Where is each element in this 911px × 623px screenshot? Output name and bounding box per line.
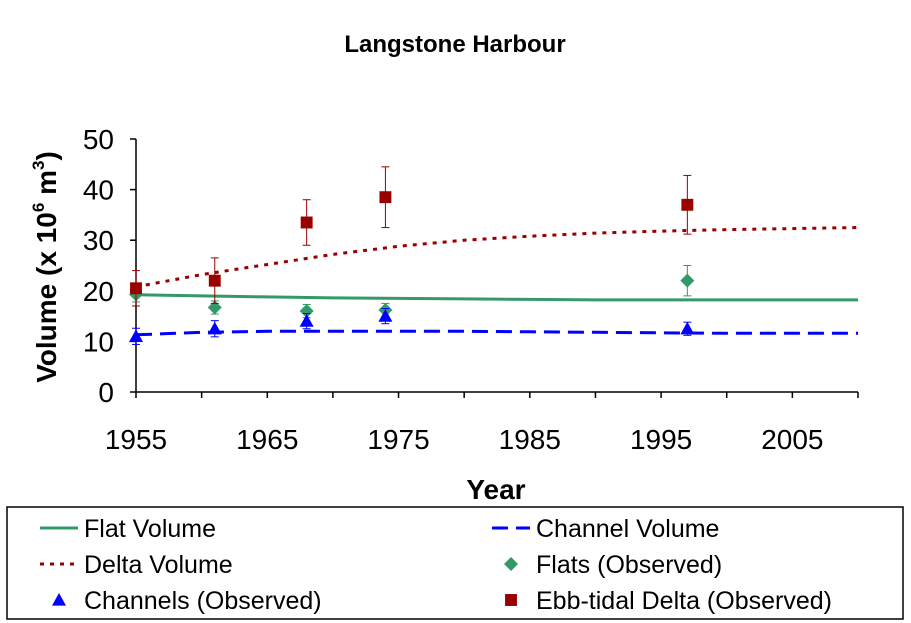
- x-tick-label: 1985: [499, 424, 561, 455]
- y-axis-label: Volume (x 106 m3): [29, 151, 62, 383]
- y-tick-label: 40: [83, 175, 114, 206]
- y-tick-label: 20: [83, 276, 114, 307]
- data-point-channels-observed: [680, 321, 695, 335]
- chart-title: Langstone Harbour: [344, 31, 565, 58]
- data-point-flats-observed: [207, 300, 222, 315]
- data-point-flats-observed: [680, 273, 695, 288]
- y-tick-label: 10: [83, 326, 114, 357]
- legend-label-flats-observed: Flats (Observed): [536, 551, 722, 579]
- x-tick-label: 1965: [236, 424, 298, 455]
- data-point-channels-observed: [129, 329, 143, 342]
- x-tick-label: 1975: [367, 424, 429, 455]
- legend-marker-ebb-tidal-delta-observed: [505, 594, 517, 606]
- y-axis-label-mid: m: [31, 170, 62, 203]
- series-line-channel-volume: [135, 329, 858, 337]
- legend-marker-flats-observed: [504, 557, 518, 571]
- y-tick-label: 30: [83, 225, 114, 256]
- legend-label-ebb-tidal-delta-observed: Ebb-tidal Delta (Observed): [536, 587, 832, 615]
- y-tick-label: 50: [83, 124, 114, 155]
- x-tick-label: 1955: [105, 424, 167, 455]
- y-axis-label-exp1: 6: [29, 203, 48, 212]
- x-axis-label: Year: [466, 474, 525, 505]
- x-tick-label: 2005: [761, 424, 823, 455]
- data-point-flats-observed: [299, 304, 314, 319]
- legend: Flat Volume Channel Volume Delta Volume Fla…: [6, 506, 904, 620]
- y-axis-label-end: ): [31, 151, 62, 160]
- data-point-channels-observed: [378, 309, 393, 322]
- x-tick-label: 1995: [630, 424, 692, 455]
- data-point-channels-observed: [207, 321, 222, 335]
- data-point-ebb-tidal-delta-observed: [379, 191, 392, 204]
- data-point-ebb-tidal-delta-observed: [681, 198, 694, 211]
- y-axis-label-exp2: 3: [29, 161, 48, 170]
- legend-label-delta-volume: Delta Volume: [84, 551, 233, 579]
- plot-area: 0 10 20 30 40 50 1955 1965 1975 1985 1995 2005: [83, 124, 859, 455]
- legend-label-flat-volume: Flat Volume: [84, 515, 216, 543]
- data-point-ebb-tidal-delta-observed: [208, 274, 221, 287]
- data-point-ebb-tidal-delta-observed: [130, 282, 142, 295]
- legend-label-channels-observed: Channels (Observed): [84, 587, 322, 615]
- y-tick-label: 0: [98, 377, 114, 408]
- legend-label-channel-volume: Channel Volume: [536, 515, 719, 543]
- data-point-ebb-tidal-delta-observed: [300, 216, 313, 229]
- series-line-delta-volume: [135, 226, 859, 289]
- y-axis-label-main: Volume (x 10: [31, 212, 62, 383]
- legend-box: [6, 506, 904, 620]
- series-line-flat-volume: [135, 293, 858, 302]
- legend-marker-channels-observed: [52, 593, 66, 606]
- data-point-channels-observed: [299, 314, 314, 327]
